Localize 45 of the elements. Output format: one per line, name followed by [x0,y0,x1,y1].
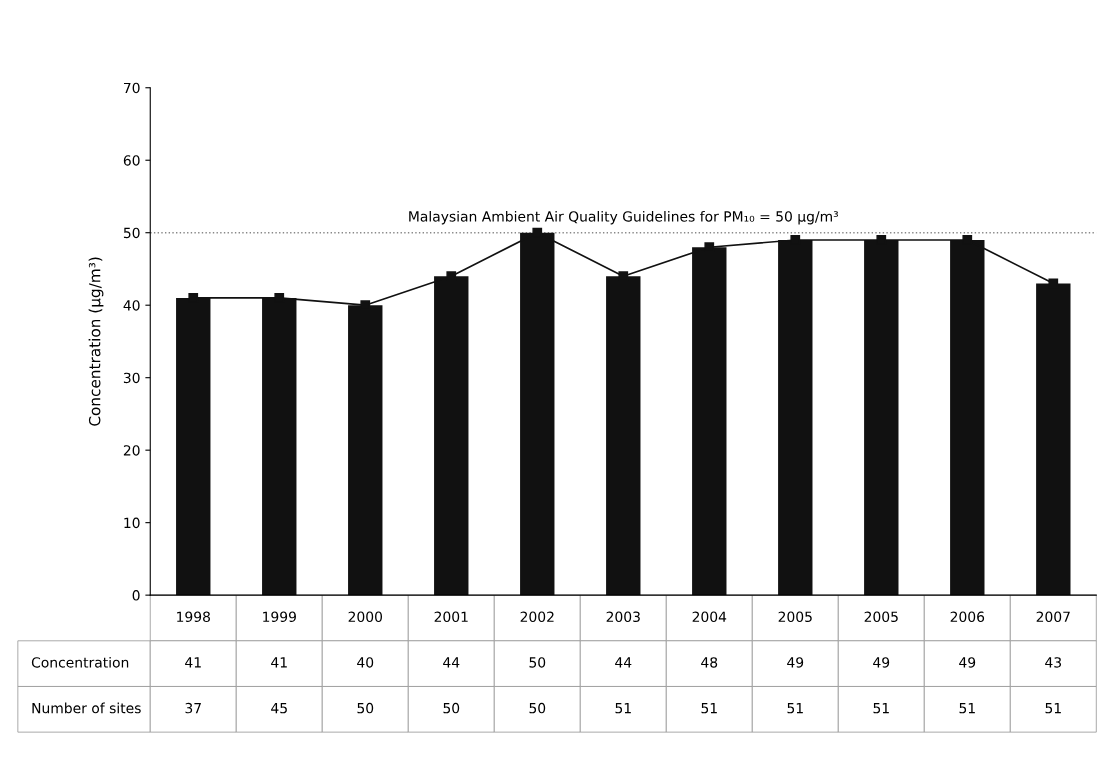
text: 51 [787,703,803,714]
data-label: 41 [185,657,201,668]
text: 51 [959,703,975,714]
data-label: 40 [357,657,374,668]
text: 37 [185,702,201,714]
text: 51 [701,703,717,714]
x-tick-label: 2007 [1036,611,1070,622]
data-label: 48 [701,657,718,668]
data-label: 50 [529,657,546,668]
x-tick-label: 1999 [263,611,296,622]
text: 51 [1045,703,1061,714]
x-tick-label: 2000 [348,611,383,622]
text: 50 [529,702,546,714]
text: Concentration [31,656,129,668]
y-tick-label: 50 [123,227,140,239]
x-tick-label: 2002 [520,611,554,622]
x-tick-label: 2003 [606,611,640,622]
data-label: 49 [959,657,976,668]
text: Number of sites [32,702,141,714]
text: 45 [271,703,287,714]
data-label: 41 [271,657,287,668]
data-label: 49 [787,657,804,668]
y-tick-label: 40 [123,300,140,311]
x-tick-label: 2001 [434,611,468,622]
data-label: 44 [615,657,632,668]
ref-line-label: Malaysian Ambient Air Quality Guidelines for PM₁₀ = 50 µg/m³ [409,210,838,225]
y-tick-label: 20 [123,445,140,456]
y-axis-title: Concentration (µg/m³) [88,257,104,426]
y-tick-label: 0 [132,590,140,601]
x-tick-label: 2006 [950,611,985,622]
text: 51 [873,703,889,714]
y-tick-label: 30 [123,372,140,384]
x-tick-label: 1998 [177,611,210,622]
y-tick-label: 70 [124,82,140,94]
x-tick-label: 2005 [778,611,812,622]
text: 51 [615,703,631,714]
data-label: 49 [873,657,890,668]
data-label: 43 [1045,657,1062,668]
x-tick-label: 2004 [692,611,727,622]
y-tick-label: 60 [123,155,140,166]
text: 50 [443,702,460,714]
x-tick-label: 2005 [864,611,898,622]
text: 50 [357,702,374,714]
y-tick-label: 10 [124,517,140,529]
data-label: 44 [443,657,460,668]
